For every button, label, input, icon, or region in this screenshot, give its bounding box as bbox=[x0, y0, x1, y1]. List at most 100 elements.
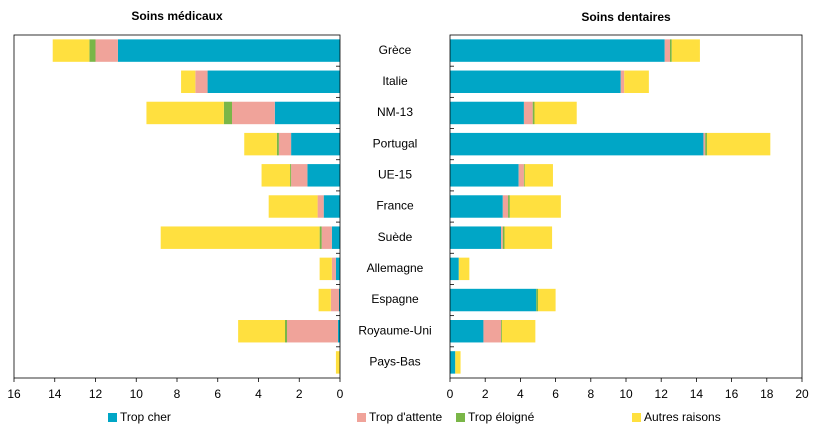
category-label: NM-13 bbox=[377, 105, 413, 119]
bar-segment bbox=[508, 195, 510, 218]
bar-segment bbox=[181, 70, 196, 93]
bar-segment bbox=[458, 257, 470, 281]
bar-segment bbox=[318, 288, 331, 312]
bar-segment bbox=[331, 257, 336, 281]
x-tick-label: 16 bbox=[725, 387, 739, 401]
bar-segment bbox=[450, 226, 502, 249]
bar-segment bbox=[703, 132, 706, 156]
x-tick-label: 0 bbox=[337, 387, 344, 401]
category-label: Pays-Bas bbox=[369, 355, 420, 369]
legend-swatch bbox=[108, 413, 117, 422]
bar-segment bbox=[450, 132, 704, 156]
bar-segment bbox=[244, 132, 277, 156]
bar-segment bbox=[52, 39, 90, 62]
bar-segment bbox=[483, 320, 502, 343]
bar-segment bbox=[518, 164, 524, 187]
bar-segment bbox=[261, 164, 291, 187]
bar-segment bbox=[534, 101, 577, 125]
bar-segment bbox=[502, 226, 505, 249]
x-tick-label: 18 bbox=[760, 387, 774, 401]
bar-segment bbox=[195, 70, 208, 93]
bar-segment bbox=[450, 101, 524, 125]
bar-segment bbox=[538, 288, 556, 312]
bar-segment bbox=[274, 101, 340, 125]
category-label: Espagne bbox=[371, 292, 419, 306]
bar-segment bbox=[509, 195, 561, 218]
bar-segment bbox=[501, 320, 536, 343]
category-label: Italie bbox=[382, 74, 408, 88]
x-tick-label: 12 bbox=[655, 387, 669, 401]
x-tick-label: 12 bbox=[89, 387, 103, 401]
x-tick-label: 4 bbox=[517, 387, 524, 401]
x-tick-label: 16 bbox=[7, 387, 21, 401]
bar-segment bbox=[290, 164, 292, 187]
bar-segment bbox=[284, 320, 288, 343]
bar-segment bbox=[268, 195, 318, 218]
bar-segment bbox=[504, 226, 553, 249]
bar-segment bbox=[705, 132, 707, 156]
bar-segment bbox=[524, 164, 553, 187]
bar-segment bbox=[117, 39, 340, 62]
bar-segment bbox=[450, 195, 503, 218]
x-tick-label: 4 bbox=[255, 387, 262, 401]
bar-segment bbox=[450, 288, 537, 312]
chart-title: Soins dentaires bbox=[581, 10, 671, 24]
bar-segment bbox=[238, 320, 285, 343]
bar-segment bbox=[317, 195, 324, 218]
bar-segment bbox=[455, 351, 461, 374]
x-tick-label: 2 bbox=[296, 387, 303, 401]
bar-segment bbox=[532, 101, 535, 125]
legend-label: Trop éloigné bbox=[468, 410, 535, 424]
category-label: Grèce bbox=[379, 43, 412, 57]
bar-segment bbox=[501, 320, 502, 343]
bar-segment bbox=[278, 132, 292, 156]
category-label: Allemagne bbox=[367, 261, 424, 275]
bar-segment bbox=[450, 164, 519, 187]
x-tick-label: 10 bbox=[130, 387, 144, 401]
bar-segment bbox=[207, 70, 340, 93]
legend-label: Trop cher bbox=[120, 410, 171, 424]
bar-segment bbox=[276, 132, 279, 156]
x-tick-label: 14 bbox=[48, 387, 62, 401]
bar-segment bbox=[223, 101, 233, 125]
bar-segment bbox=[335, 257, 340, 281]
x-tick-label: 8 bbox=[587, 387, 594, 401]
bar-segment bbox=[321, 226, 332, 249]
bar-segment bbox=[450, 351, 456, 374]
bar-segment bbox=[335, 351, 340, 374]
bar-segment bbox=[671, 39, 700, 62]
bar-segment bbox=[291, 132, 340, 156]
bar-segment bbox=[523, 101, 533, 125]
bar-segment bbox=[232, 101, 275, 125]
category-label: France bbox=[376, 199, 414, 213]
bar-segment bbox=[323, 195, 340, 218]
legend-swatch bbox=[357, 413, 366, 422]
bar-segment bbox=[536, 288, 538, 312]
x-tick-label: 2 bbox=[482, 387, 489, 401]
bar-segment bbox=[95, 39, 118, 62]
legend-swatch bbox=[632, 413, 641, 422]
bar-segment bbox=[450, 70, 621, 93]
bar-segment bbox=[706, 132, 771, 156]
bar-segment bbox=[331, 226, 340, 249]
legend-label: Trop d'attente bbox=[369, 410, 443, 424]
bar-segment bbox=[501, 226, 503, 249]
bar-segment bbox=[523, 164, 525, 187]
category-label: UE-15 bbox=[378, 167, 412, 181]
bar-segment bbox=[624, 70, 649, 93]
bar-segment bbox=[337, 320, 340, 343]
bar-segment bbox=[146, 101, 224, 125]
bar-segment bbox=[307, 164, 340, 187]
category-label: Royaume-Uni bbox=[358, 323, 431, 337]
bar-segment bbox=[450, 257, 459, 281]
bar-segment bbox=[670, 39, 672, 62]
chart-title: Soins médicaux bbox=[131, 9, 223, 23]
bar-segment bbox=[620, 70, 625, 93]
x-tick-label: 6 bbox=[552, 387, 559, 401]
bar-segment bbox=[319, 226, 322, 249]
bar-segment bbox=[160, 226, 320, 249]
x-tick-label: 20 bbox=[795, 387, 809, 401]
bar-segment bbox=[502, 195, 509, 218]
bar-segment bbox=[338, 288, 340, 312]
x-tick-label: 10 bbox=[619, 387, 633, 401]
